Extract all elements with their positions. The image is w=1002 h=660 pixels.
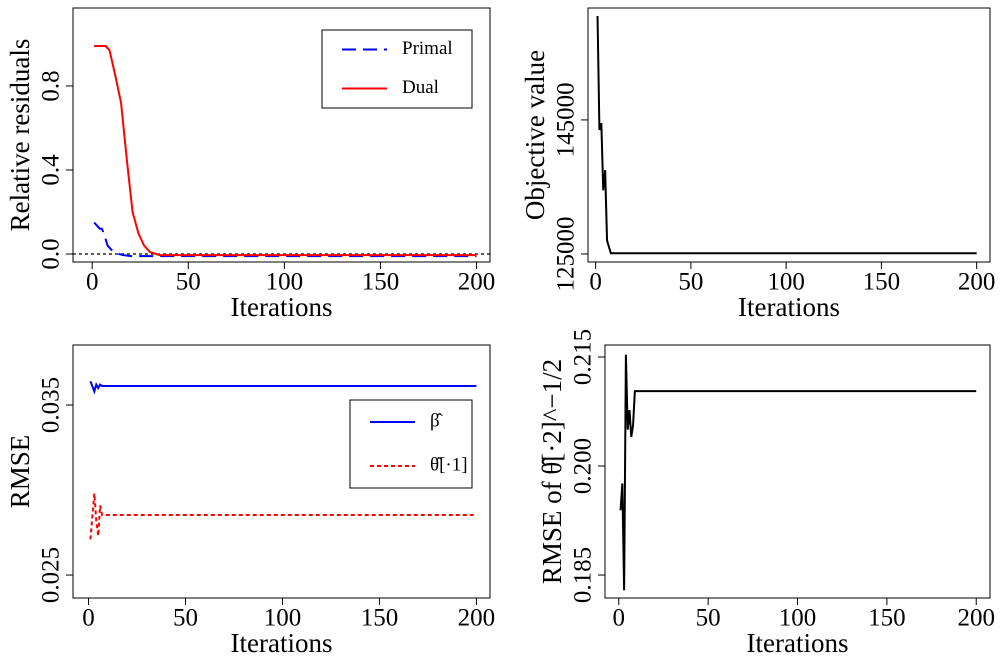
plot-frame — [587, 7, 991, 263]
y-tick-label: 0.8 — [38, 70, 65, 101]
x-tick-label: 0 — [86, 269, 99, 296]
legend-box — [349, 399, 473, 489]
x-tick-label: 50 — [678, 269, 703, 296]
data-line — [94, 45, 477, 257]
plot-frame — [604, 344, 991, 599]
y-tick-label: 125000 — [553, 216, 580, 291]
x-tick-label: 0 — [613, 605, 626, 632]
x-axis-title: Iterations — [738, 292, 840, 322]
panel: 0 50 100 150 200 0.185 0.200 0.215 Iterations RMS… — [537, 329, 995, 658]
x-tick-label: 100 — [264, 605, 302, 632]
y-axis-title: Objective value — [520, 50, 550, 220]
x-axis-title: Iterations — [747, 628, 849, 658]
y-tick-label: 0.035 — [38, 377, 65, 433]
plot-frame — [72, 344, 491, 599]
x-tick-label: 200 — [458, 605, 496, 632]
y-axis-title: Relative residuals — [5, 39, 35, 232]
legend-label: θ̂[·1] — [430, 454, 468, 475]
x-axis-title: Iterations — [231, 628, 333, 658]
x-tick-label: 100 — [266, 269, 304, 296]
y-tick-label: 0.215 — [570, 329, 597, 385]
x-axis-title: Iterations — [231, 292, 333, 322]
data-line — [89, 380, 477, 395]
x-tick-label: 150 — [868, 605, 906, 632]
panel: 0 50 100 150 200 0.0 0.4 0.8 Iterations Relative … — [5, 7, 496, 322]
y-tick-label: 0.0 — [38, 238, 65, 269]
x-tick-label: 50 — [173, 605, 198, 632]
x-tick-label: 150 — [361, 605, 399, 632]
x-tick-label: 100 — [779, 605, 817, 632]
legend-label: Primal — [402, 38, 453, 59]
x-tick-label: 50 — [696, 605, 721, 632]
y-axis-title: RMSE — [5, 435, 35, 509]
legend-box — [321, 29, 473, 109]
x-tick-label: 0 — [82, 605, 95, 632]
panel: 0 50 100 150 200 0.025 0.035 Iterations RMSE β̂ θ̂… — [5, 344, 496, 658]
data-line — [93, 221, 477, 258]
data-line — [596, 16, 977, 255]
x-tick-label: 200 — [458, 269, 496, 296]
x-tick-label: 200 — [958, 269, 996, 296]
data-line — [89, 493, 477, 540]
x-tick-label: 200 — [957, 605, 995, 632]
y-tick-label: 145000 — [553, 82, 580, 157]
x-tick-label: 0 — [589, 269, 602, 296]
data-line — [619, 354, 977, 591]
plot-frame — [72, 7, 491, 263]
y-tick-label: 0.025 — [38, 547, 65, 603]
x-tick-label: 50 — [176, 269, 201, 296]
y-axis-title: RMSE of θ̂[·2]^−1/2 — [537, 359, 567, 584]
y-tick-label: 0.200 — [570, 438, 597, 494]
x-tick-label: 150 — [863, 269, 901, 296]
x-tick-label: 100 — [767, 269, 805, 296]
y-tick-label: 0.4 — [38, 154, 65, 186]
panel: 0 50 100 150 200 125000 145000 Iterations Object… — [520, 7, 996, 322]
y-tick-label: 0.185 — [570, 547, 597, 603]
x-tick-label: 150 — [362, 269, 400, 296]
legend-label: Dual — [402, 77, 439, 98]
legend-label: β̂ — [430, 410, 443, 431]
